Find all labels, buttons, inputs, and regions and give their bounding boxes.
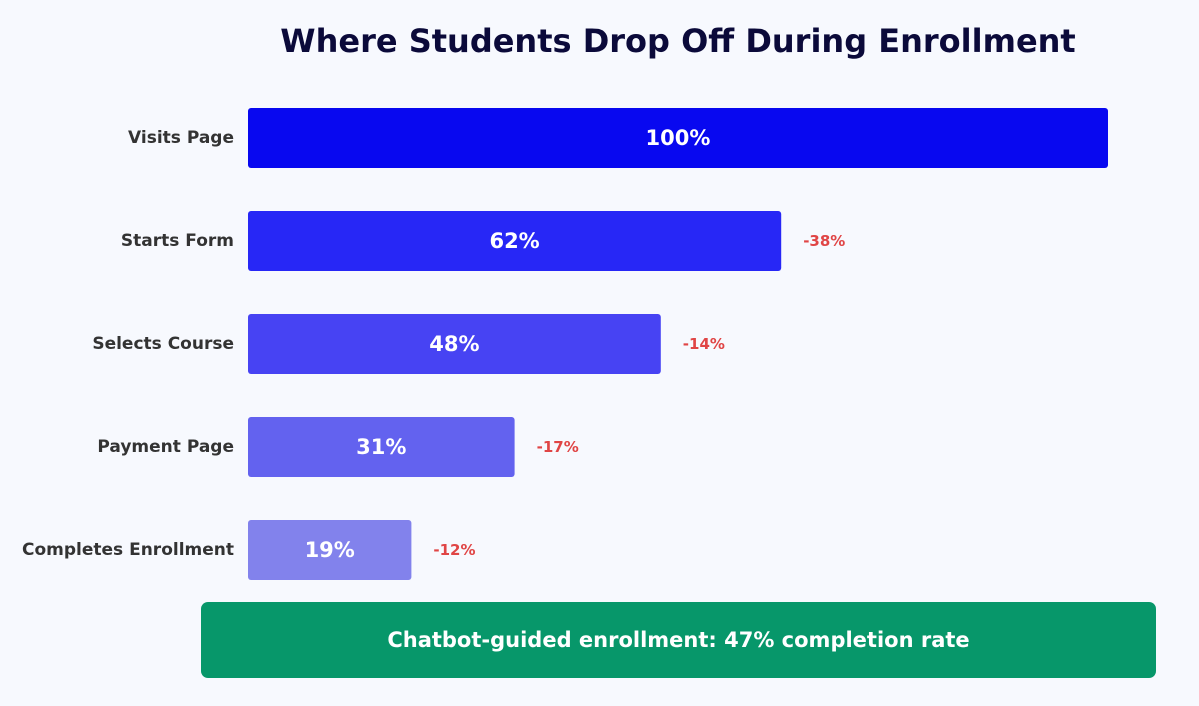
callout-text: Chatbot-guided enrollment: 47% completio… [387,628,970,652]
bar-value-label: 62% [489,229,539,253]
funnel-bar [248,417,515,477]
drop-off-label: -38% [803,232,845,250]
stage-label: Completes Enrollment [22,540,234,560]
funnel-bar [248,314,661,374]
bars-layer: Visits Page 100% Starts Form 62% -38% Selects… [22,108,1108,580]
bar-value-label: 19% [305,538,355,562]
funnel-bar [248,211,782,271]
drop-off-label: -17% [537,438,579,456]
funnel-bar [248,520,412,580]
bar-value-label: 31% [356,435,406,459]
chart-title: Where Students Drop Off During Enrollmen… [280,22,1076,60]
drop-off-label: -14% [683,335,725,353]
stage-label: Payment Page [97,437,234,457]
bar-value-label: 48% [429,332,479,356]
stage-label: Visits Page [128,128,234,148]
drop-off-label: -12% [433,541,475,559]
stage-label: Starts Form [121,231,234,251]
completion-callout: Chatbot-guided enrollment: 47% completio… [201,602,1156,678]
bar-value-label: 100% [646,126,711,150]
stage-label: Selects Course [92,334,234,354]
funnel-chart: Visits Page 100% Starts Form 62% -38% Selects… [22,108,1108,580]
funnel-bar [248,108,1108,168]
